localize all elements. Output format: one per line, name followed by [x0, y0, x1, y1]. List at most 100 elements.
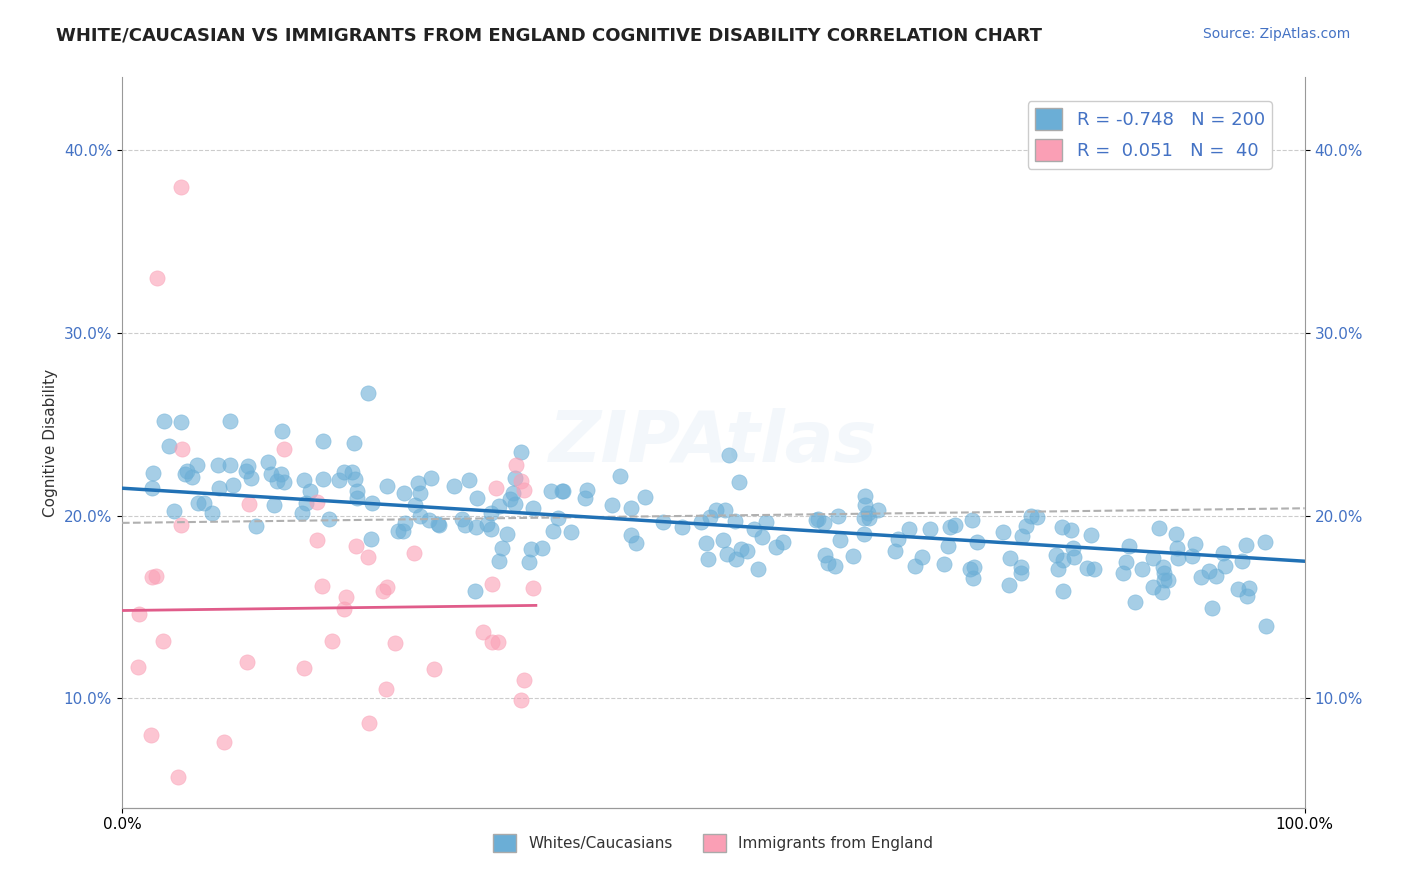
Point	[827, 508, 849, 523]
Point	[1063, 549, 1085, 564]
Point	[695, 536, 717, 550]
Point	[1189, 570, 1212, 584]
Point	[704, 503, 727, 517]
Point	[1052, 553, 1074, 567]
Point	[422, 662, 444, 676]
Point	[170, 180, 193, 194]
Point	[1130, 562, 1153, 576]
Point	[491, 541, 513, 555]
Point	[696, 552, 718, 566]
Point	[772, 534, 794, 549]
Point	[853, 498, 876, 512]
Point	[522, 581, 544, 595]
Point	[699, 509, 721, 524]
Point	[409, 486, 432, 500]
Point	[375, 479, 398, 493]
Point	[141, 570, 163, 584]
Point	[1142, 580, 1164, 594]
Point	[346, 483, 368, 498]
Point	[513, 483, 536, 498]
Point	[735, 544, 758, 558]
Point	[725, 552, 748, 566]
Point	[299, 483, 322, 498]
Point	[765, 540, 787, 554]
Point	[485, 481, 508, 495]
Point	[887, 532, 910, 546]
Point	[427, 516, 450, 531]
Point	[1167, 550, 1189, 565]
Point	[932, 557, 955, 571]
Point	[1019, 508, 1042, 523]
Point	[139, 728, 162, 742]
Point	[1205, 568, 1227, 582]
Point	[451, 511, 474, 525]
Point	[519, 541, 541, 556]
Point	[600, 499, 623, 513]
Point	[481, 576, 503, 591]
Point	[560, 524, 582, 539]
Point	[1026, 509, 1049, 524]
Point	[495, 527, 517, 541]
Point	[218, 458, 240, 472]
Point	[222, 477, 245, 491]
Point	[510, 445, 533, 459]
Point	[291, 506, 314, 520]
Point	[1010, 566, 1032, 581]
Point	[270, 424, 292, 438]
Point	[1142, 550, 1164, 565]
Point	[1164, 527, 1187, 541]
Point	[1015, 519, 1038, 533]
Point	[212, 735, 235, 749]
Point	[624, 536, 647, 550]
Point	[176, 464, 198, 478]
Point	[453, 517, 475, 532]
Point	[1212, 546, 1234, 560]
Point	[357, 385, 380, 400]
Point	[807, 512, 830, 526]
Point	[481, 522, 503, 536]
Point	[259, 467, 281, 482]
Point	[458, 474, 481, 488]
Point	[1080, 527, 1102, 541]
Point	[853, 490, 876, 504]
Point	[716, 548, 738, 562]
Point	[728, 475, 751, 489]
Point	[998, 578, 1021, 592]
Point	[1152, 559, 1174, 574]
Point	[167, 771, 190, 785]
Point	[1198, 564, 1220, 578]
Point	[141, 482, 163, 496]
Point	[1076, 561, 1098, 575]
Point	[1062, 541, 1084, 555]
Point	[1011, 529, 1033, 543]
Point	[270, 467, 292, 481]
Point	[747, 561, 769, 575]
Point	[128, 607, 150, 621]
Point	[1045, 548, 1067, 562]
Point	[193, 495, 215, 509]
Point	[550, 483, 572, 498]
Point	[755, 515, 778, 529]
Point	[273, 475, 295, 489]
Point	[387, 524, 409, 538]
Point	[512, 673, 534, 687]
Point	[1201, 601, 1223, 615]
Point	[321, 634, 343, 648]
Point	[1166, 541, 1188, 555]
Point	[219, 414, 242, 428]
Point	[357, 549, 380, 564]
Text: Source: ZipAtlas.com: Source: ZipAtlas.com	[1202, 27, 1350, 41]
Point	[335, 591, 357, 605]
Point	[938, 519, 960, 533]
Point	[1254, 534, 1277, 549]
Point	[1010, 559, 1032, 574]
Point	[292, 661, 315, 675]
Point	[842, 549, 865, 564]
Point	[522, 501, 544, 516]
Point	[240, 471, 263, 485]
Point	[481, 635, 503, 649]
Point	[200, 506, 222, 520]
Point	[1115, 555, 1137, 569]
Point	[479, 506, 502, 520]
Point	[245, 518, 267, 533]
